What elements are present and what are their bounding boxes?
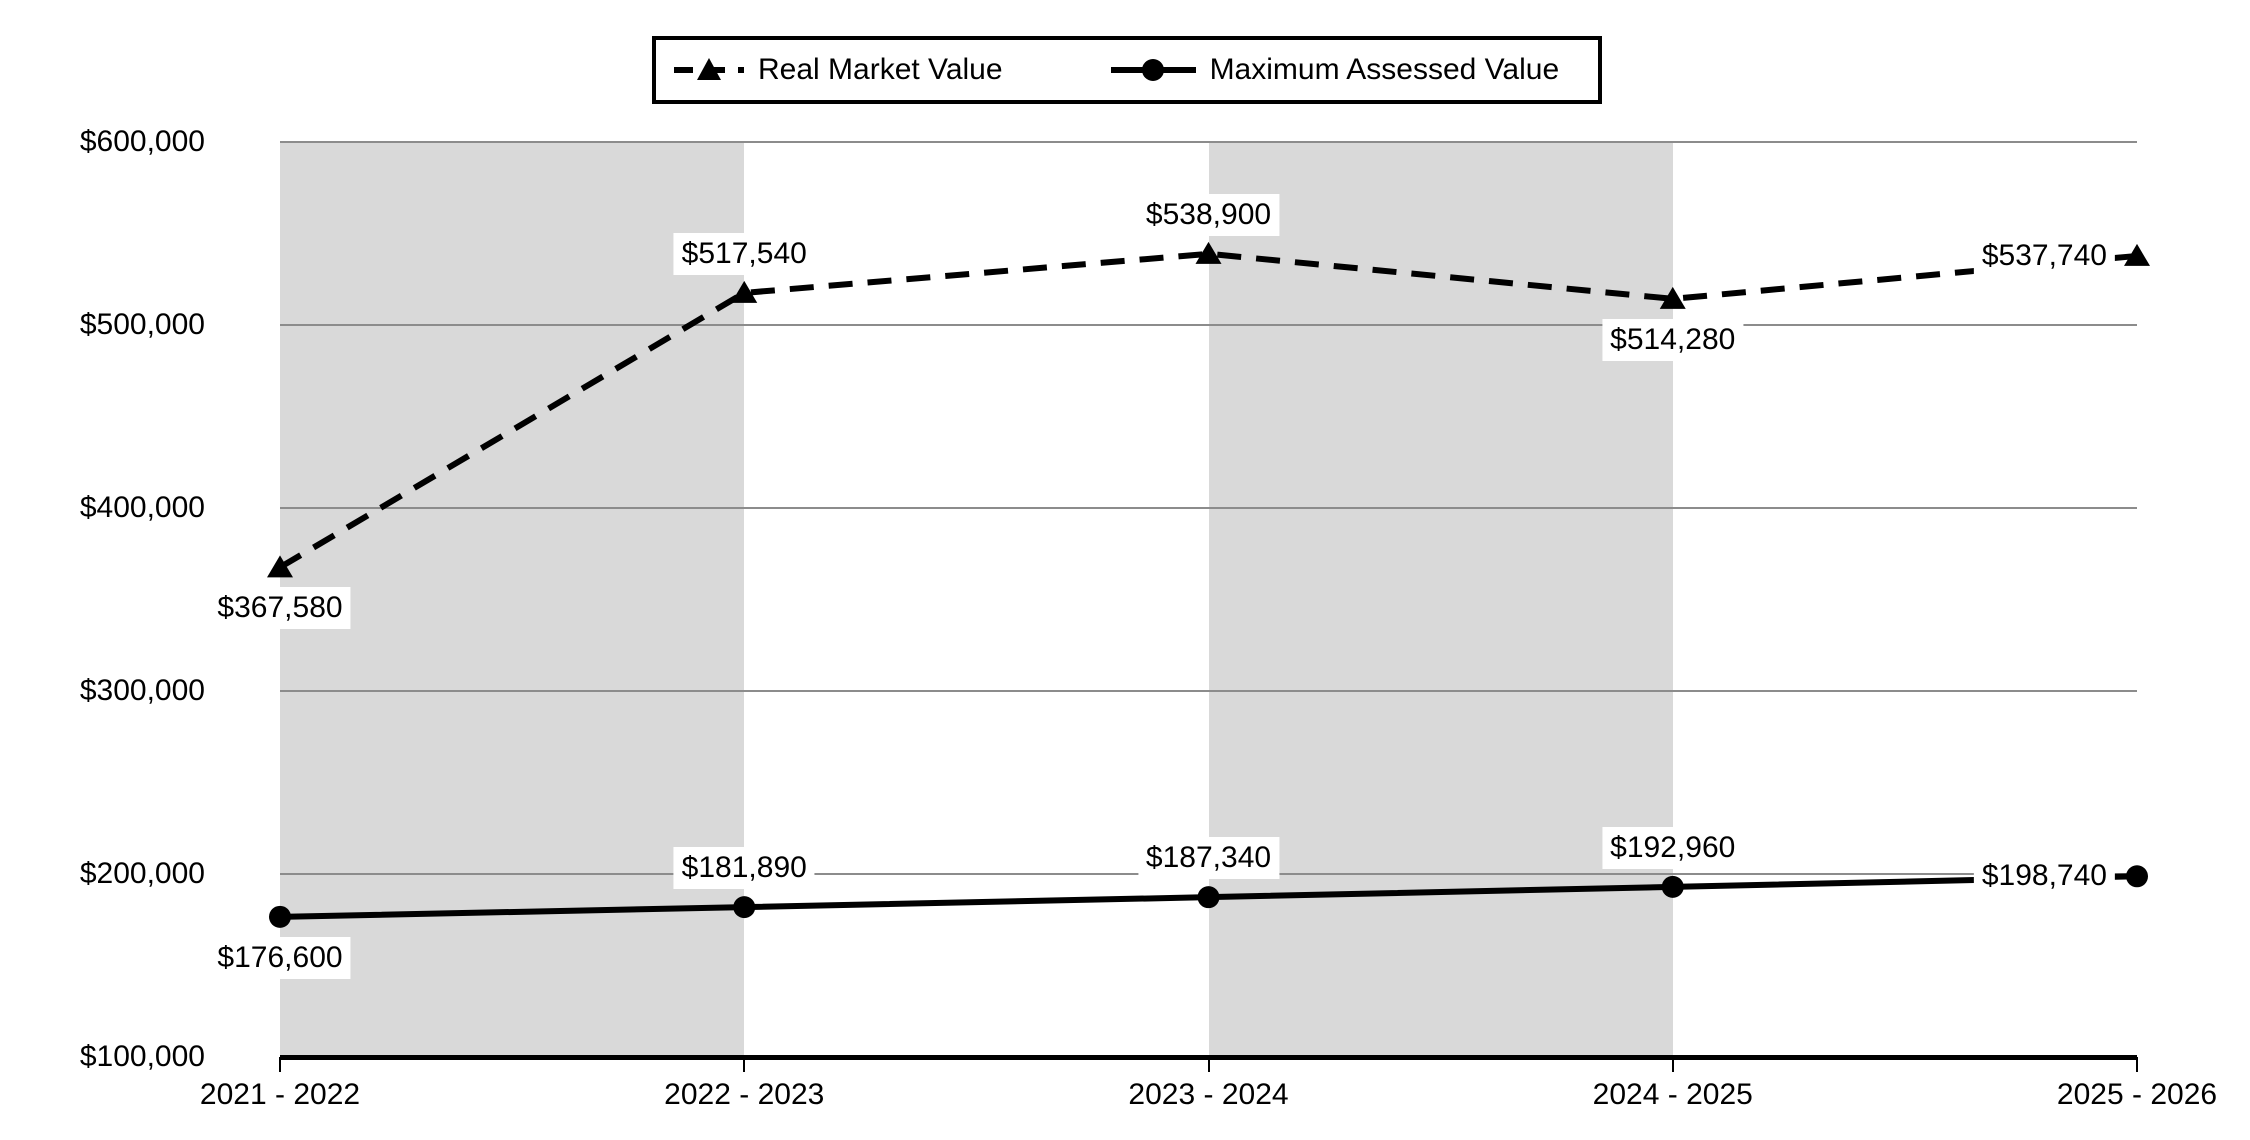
data-label: $367,580 — [209, 587, 351, 630]
x-axis-label: 2025 - 2026 — [2056, 1078, 2218, 1111]
circle-marker — [1197, 886, 1220, 909]
gridline — [280, 141, 2137, 143]
data-label: $537,740 — [1973, 234, 2115, 277]
dashed-triangle-line-icon — [674, 58, 744, 80]
x-axis-tick — [1207, 1057, 1210, 1072]
data-label: $181,890 — [673, 847, 815, 890]
data-label: $176,600 — [209, 936, 351, 979]
data-label: $192,960 — [1602, 826, 1744, 869]
legend-label-real-market-value: Real Market Value — [758, 53, 1003, 86]
data-label: $514,280 — [1602, 318, 1744, 361]
x-axis-label: 2023 - 2024 — [1128, 1078, 1289, 1111]
x-axis-label: 2021 - 2022 — [199, 1078, 361, 1111]
circle-marker — [269, 905, 291, 928]
legend-item-maximum-assessed-value: Maximum Assessed Value — [1110, 53, 1560, 86]
triangle-marker — [267, 555, 293, 578]
data-label: $517,540 — [673, 232, 815, 275]
plot-band — [280, 142, 745, 1057]
x-axis-tick — [279, 1057, 281, 1072]
data-label: $187,340 — [1137, 837, 1280, 880]
circle-marker — [733, 896, 756, 919]
plot-band — [1208, 142, 1673, 1057]
circle-marker — [1661, 875, 1684, 898]
y-axis-label: $100,000 — [79, 1040, 205, 1073]
y-axis-label: $200,000 — [79, 857, 205, 890]
legend-label-maximum-assessed-value: Maximum Assessed Value — [1209, 53, 1560, 86]
triangle-marker — [1659, 286, 1686, 309]
y-axis-label: $300,000 — [79, 674, 205, 707]
gridline — [280, 690, 2137, 692]
x-axis-tick — [1671, 1057, 1674, 1072]
y-axis-label: $400,000 — [79, 491, 205, 524]
x-axis-tick — [2136, 1057, 2138, 1072]
legend-item-real-market-value: Real Market Value — [674, 55, 1003, 85]
y-axis-label: $500,000 — [79, 308, 205, 341]
x-axis-label: 2022 - 2023 — [664, 1078, 825, 1111]
gridline — [280, 507, 2137, 509]
x-axis-tick — [743, 1057, 746, 1072]
solid-circle-line-icon — [1110, 59, 1196, 81]
x-axis-label: 2024 - 2025 — [1592, 1078, 1753, 1111]
triangle-marker — [731, 280, 758, 303]
gridline — [280, 324, 2137, 326]
y-axis-label: $600,000 — [79, 125, 205, 158]
circle-marker — [2126, 865, 2148, 888]
series-line-dashed — [278, 250, 2138, 570]
data-label: $198,740 — [1973, 855, 2115, 898]
triangle-marker — [1195, 241, 1222, 264]
data-label: $538,900 — [1137, 193, 1280, 236]
legend: Real Market Value Maximum Assessed Value — [652, 36, 1602, 104]
triangle-marker — [2124, 243, 2150, 266]
